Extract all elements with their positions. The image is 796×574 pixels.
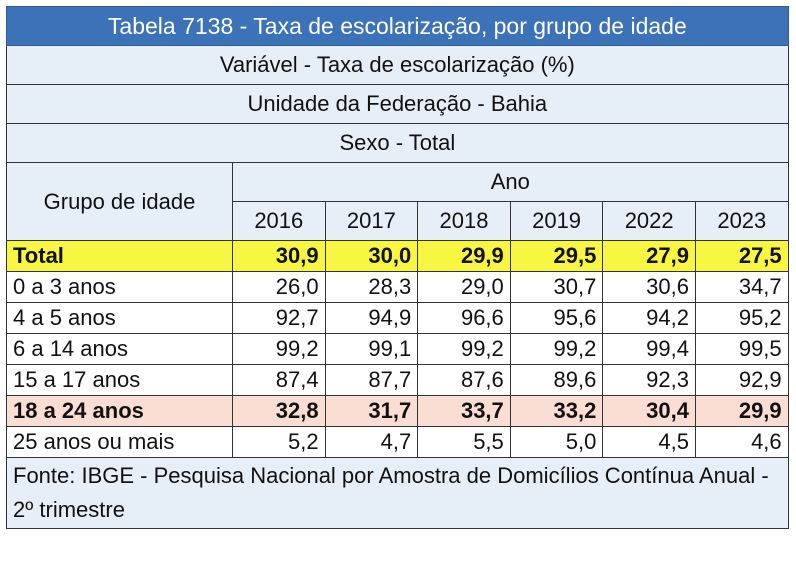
row-label: 15 a 17 anos [6, 364, 233, 396]
table-row: Total 30,9 30,0 29,9 29,5 27,9 27,5 [6, 240, 789, 272]
table-row: 15 a 17 anos 87,4 87,7 87,6 89,6 92,3 92,9 [6, 364, 789, 396]
value-cell: 95,2 [694, 302, 789, 334]
value-cell: 96,6 [417, 302, 511, 334]
year-header-cell: 2023 [694, 201, 789, 241]
table-body: Total 30,9 30,0 29,9 29,5 27,9 27,5 0 a 3 anos 2… [6, 240, 789, 458]
value-cell: 27,9 [602, 240, 696, 272]
value-cell: 30,6 [602, 271, 696, 303]
year-header-row: 2016 2017 2018 2019 2022 2023 [7, 201, 789, 241]
value-cell: 5,2 [232, 426, 326, 458]
row-label: Total [6, 240, 233, 272]
federation-unit-row: Unidade da Federação - Bahia [6, 84, 789, 124]
data-table: Tabela 7138 - Taxa de escolarização, por… [6, 6, 789, 529]
value-cell: 33,7 [417, 395, 511, 427]
value-cell: 29,9 [694, 395, 789, 427]
table-row: 0 a 3 anos 26,0 28,3 29,0 30,7 30,6 34,7 [6, 271, 789, 303]
value-cell: 29,9 [417, 240, 511, 272]
year-header-cell: 2022 [602, 201, 696, 241]
source-footer: Fonte: IBGE - Pesquisa Nacional por Amos… [6, 457, 789, 529]
variable-row: Variável - Taxa de escolarização (%) [6, 45, 789, 85]
value-cell: 31,7 [324, 395, 419, 427]
value-cell: 87,7 [324, 364, 419, 396]
value-cell: 33,2 [509, 395, 604, 427]
value-cell: 4,6 [694, 426, 789, 458]
value-cell: 4,7 [324, 426, 419, 458]
value-cell: 34,7 [694, 271, 789, 303]
row-label: 18 a 24 anos [6, 395, 233, 427]
table-row: 6 a 14 anos 99,2 99,1 99,2 99,2 99,4 99,5 [6, 333, 789, 365]
value-cell: 29,5 [509, 240, 604, 272]
value-cell: 30,7 [509, 271, 604, 303]
year-header: Ano [232, 162, 789, 202]
value-cell: 30,0 [324, 240, 419, 272]
sex-row: Sexo - Total [6, 123, 789, 163]
year-header-cell: 2019 [509, 201, 604, 241]
value-cell: 99,4 [602, 333, 696, 365]
value-cell: 89,6 [509, 364, 604, 396]
value-cell: 29,0 [417, 271, 511, 303]
value-cell: 27,5 [694, 240, 789, 272]
value-cell: 99,2 [417, 333, 511, 365]
table-container: Tabela 7138 - Taxa de escolarização, por… [6, 6, 789, 529]
table-row: 25 anos ou mais 5,2 4,7 5,5 5,0 4,5 4,6 [6, 426, 789, 458]
value-cell: 99,5 [694, 333, 789, 365]
row-label: 6 a 14 anos [6, 333, 233, 365]
value-cell: 92,3 [602, 364, 696, 396]
value-cell: 87,4 [232, 364, 326, 396]
value-cell: 95,6 [509, 302, 604, 334]
value-cell: 30,4 [602, 395, 696, 427]
table-title: Tabela 7138 - Taxa de escolarização, por… [6, 6, 789, 46]
value-cell: 94,9 [324, 302, 419, 334]
value-cell: 26,0 [232, 271, 326, 303]
year-header-cell: 2017 [324, 201, 419, 241]
value-cell: 28,3 [324, 271, 419, 303]
value-cell: 94,2 [602, 302, 696, 334]
year-header-cell: 2018 [417, 201, 511, 241]
table-row: 4 a 5 anos 92,7 94,9 96,6 95,6 94,2 95,2 [6, 302, 789, 334]
value-cell: 32,8 [232, 395, 326, 427]
age-group-header: Grupo de idade [6, 162, 233, 241]
year-header-cell: 2016 [232, 201, 326, 241]
row-label: 4 a 5 anos [6, 302, 233, 334]
value-cell: 5,0 [509, 426, 604, 458]
value-cell: 99,2 [509, 333, 604, 365]
value-cell: 92,9 [694, 364, 789, 396]
value-cell: 4,5 [602, 426, 696, 458]
value-cell: 99,1 [324, 333, 419, 365]
row-label: 0 a 3 anos [6, 271, 233, 303]
value-cell: 30,9 [232, 240, 326, 272]
table-row: 18 a 24 anos 32,8 31,7 33,7 33,2 30,4 29,9 [6, 395, 789, 427]
value-cell: 92,7 [232, 302, 326, 334]
value-cell: 5,5 [417, 426, 511, 458]
value-cell: 87,6 [417, 364, 511, 396]
value-cell: 99,2 [232, 333, 326, 365]
row-label: 25 anos ou mais [6, 426, 233, 458]
